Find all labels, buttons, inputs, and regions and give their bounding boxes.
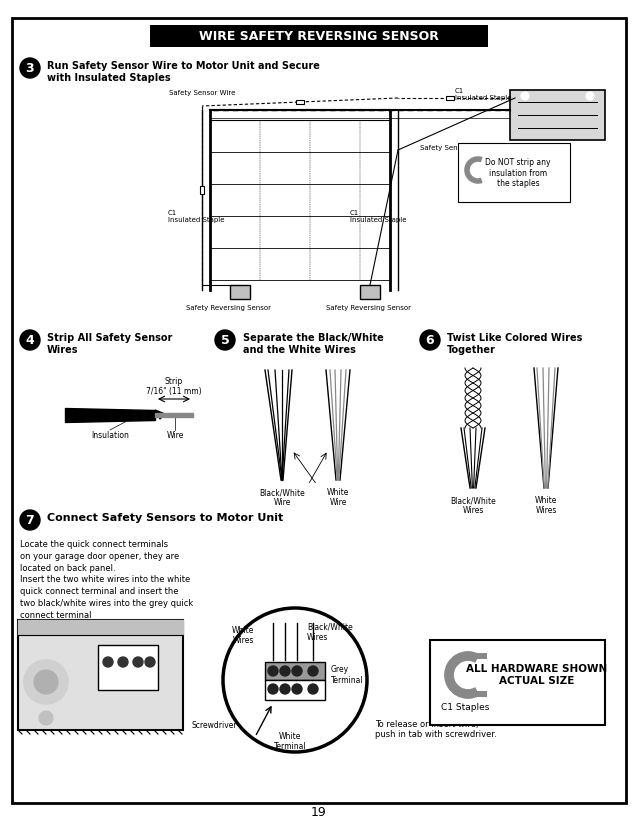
FancyBboxPatch shape xyxy=(98,645,158,690)
Text: White
Wires: White Wires xyxy=(535,496,557,515)
Text: Black/White
Wires: Black/White Wires xyxy=(450,496,496,515)
Text: 3: 3 xyxy=(26,61,34,74)
FancyBboxPatch shape xyxy=(230,285,250,299)
Circle shape xyxy=(292,684,302,694)
Circle shape xyxy=(39,711,53,725)
Circle shape xyxy=(20,330,40,350)
Text: C1 Staples: C1 Staples xyxy=(441,704,489,713)
Text: Black/White
Wire: Black/White Wire xyxy=(259,488,305,507)
Circle shape xyxy=(118,657,128,667)
Text: Separate the Black/White
and the White Wires: Separate the Black/White and the White W… xyxy=(243,333,383,354)
Circle shape xyxy=(103,657,113,667)
Circle shape xyxy=(586,92,594,100)
Circle shape xyxy=(20,510,40,530)
FancyBboxPatch shape xyxy=(265,662,325,680)
FancyBboxPatch shape xyxy=(18,620,183,730)
Text: Safety Sensor Wire: Safety Sensor Wire xyxy=(168,90,235,96)
Text: C1
Insulated Staple: C1 Insulated Staple xyxy=(455,88,512,101)
Text: C1
Insulated Staple: C1 Insulated Staple xyxy=(350,210,406,223)
FancyBboxPatch shape xyxy=(510,90,605,140)
Text: Connect Safety Sensors to Motor Unit: Connect Safety Sensors to Motor Unit xyxy=(47,513,283,523)
FancyBboxPatch shape xyxy=(265,680,325,700)
Text: To release or insert wire,
push in tab with screwdriver.: To release or insert wire, push in tab w… xyxy=(375,720,497,739)
Text: Screwdriver: Screwdriver xyxy=(191,720,237,729)
Text: ALL HARDWARE SHOWN
ACTUAL SIZE: ALL HARDWARE SHOWN ACTUAL SIZE xyxy=(466,664,607,686)
Polygon shape xyxy=(155,410,165,419)
Text: Wire: Wire xyxy=(167,431,184,440)
Text: 5: 5 xyxy=(221,334,230,346)
Text: Run Safety Sensor Wire to Motor Unit and Secure
with Insulated Staples: Run Safety Sensor Wire to Motor Unit and… xyxy=(47,61,320,83)
Text: Safety Reversing Sensor: Safety Reversing Sensor xyxy=(325,305,410,311)
FancyBboxPatch shape xyxy=(473,691,487,697)
Circle shape xyxy=(308,666,318,676)
Text: 19: 19 xyxy=(311,805,327,819)
Text: C1
Insulated Staple: C1 Insulated Staple xyxy=(168,210,225,223)
FancyBboxPatch shape xyxy=(200,186,204,194)
Circle shape xyxy=(420,330,440,350)
FancyBboxPatch shape xyxy=(12,18,626,803)
Text: Grey
Terminal: Grey Terminal xyxy=(331,665,364,685)
Text: Do NOT strip any
insulation from
the staples: Do NOT strip any insulation from the sta… xyxy=(486,158,551,188)
FancyBboxPatch shape xyxy=(430,640,605,725)
Circle shape xyxy=(215,330,235,350)
Circle shape xyxy=(145,657,155,667)
Text: 6: 6 xyxy=(426,334,434,346)
Circle shape xyxy=(280,666,290,676)
Circle shape xyxy=(20,58,40,78)
Circle shape xyxy=(268,684,278,694)
Text: 7: 7 xyxy=(26,514,34,526)
Text: Safety Sensor Wire: Safety Sensor Wire xyxy=(420,145,486,151)
Text: WIRE SAFETY REVERSING SENSOR: WIRE SAFETY REVERSING SENSOR xyxy=(199,30,439,42)
Circle shape xyxy=(34,670,58,694)
Text: White
Wires: White Wires xyxy=(232,625,254,645)
Circle shape xyxy=(292,666,302,676)
FancyBboxPatch shape xyxy=(296,100,304,104)
Text: White
Wire: White Wire xyxy=(327,488,349,507)
Text: Safety Reversing Sensor: Safety Reversing Sensor xyxy=(186,305,271,311)
Circle shape xyxy=(521,92,529,100)
Text: Strip
7/16" (11 mm): Strip 7/16" (11 mm) xyxy=(146,377,202,396)
Circle shape xyxy=(24,660,68,704)
Circle shape xyxy=(280,684,290,694)
Circle shape xyxy=(268,666,278,676)
Circle shape xyxy=(308,684,318,694)
Text: Locate the quick connect terminals
on your garage door opener, they are
located : Locate the quick connect terminals on yo… xyxy=(20,540,193,620)
Text: Twist Like Colored Wires
Together: Twist Like Colored Wires Together xyxy=(447,333,582,354)
Text: White
Terminal: White Terminal xyxy=(274,732,306,752)
Circle shape xyxy=(133,657,143,667)
Text: Black/White
Wires: Black/White Wires xyxy=(307,623,353,642)
FancyBboxPatch shape xyxy=(473,653,487,659)
FancyBboxPatch shape xyxy=(150,25,488,47)
FancyBboxPatch shape xyxy=(446,96,454,100)
Text: 4: 4 xyxy=(26,334,34,346)
FancyBboxPatch shape xyxy=(360,285,380,299)
Text: Insulation: Insulation xyxy=(91,431,129,440)
Text: Strip All Safety Sensor
Wires: Strip All Safety Sensor Wires xyxy=(47,333,172,354)
FancyBboxPatch shape xyxy=(458,143,570,202)
